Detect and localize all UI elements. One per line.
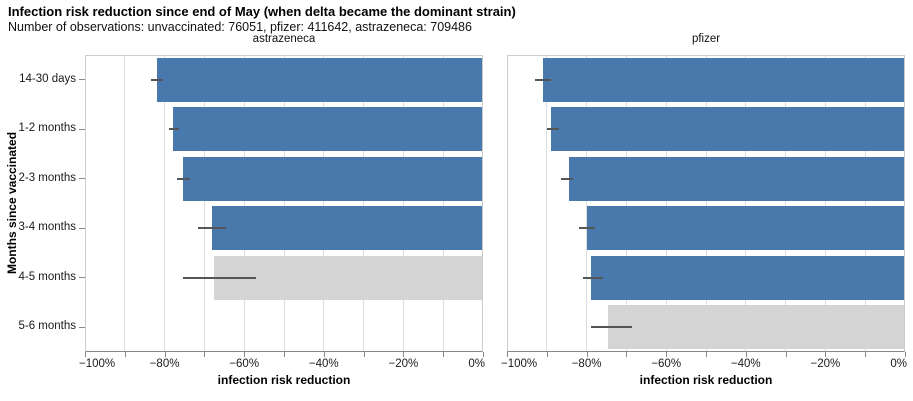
x-tick bbox=[706, 352, 707, 357]
y-tick bbox=[79, 227, 85, 229]
gridline bbox=[243, 56, 245, 351]
error-bar-astrazeneca-3-4 months bbox=[198, 227, 227, 230]
bar-pfizer-1-2 months bbox=[550, 107, 904, 152]
bar-pfizer-2-3 months bbox=[568, 156, 904, 201]
x-tick bbox=[785, 352, 787, 357]
x-tick bbox=[284, 352, 285, 357]
x-tick bbox=[626, 352, 628, 357]
gridline bbox=[745, 56, 747, 351]
x-tick bbox=[745, 352, 747, 357]
x-tick-label: −80% bbox=[571, 358, 602, 370]
bar-astrazeneca-3-4 months bbox=[212, 206, 482, 251]
error-bar-pfizer-5-6 months bbox=[590, 326, 633, 329]
y-tick bbox=[79, 178, 85, 180]
gridline bbox=[323, 56, 325, 351]
x-tick-label: −100% bbox=[501, 358, 538, 370]
y-tick-label: 3-4 months bbox=[18, 221, 76, 234]
error-bar-astrazeneca-4-5 months bbox=[182, 276, 257, 279]
gridline bbox=[283, 56, 285, 351]
facet-title: astrazeneca bbox=[252, 33, 316, 45]
error-bar-pfizer-4-5 months bbox=[582, 276, 603, 279]
x-axis-title: infection risk reduction bbox=[217, 373, 351, 387]
error-bar-pfizer-14-30 days bbox=[534, 78, 551, 81]
bar-astrazeneca-14-30 days bbox=[156, 57, 482, 102]
x-tick bbox=[666, 352, 668, 357]
facet-title: pfizer bbox=[691, 33, 721, 45]
x-tick bbox=[825, 352, 827, 357]
chart-title: Infection risk reduction since end of Ma… bbox=[8, 4, 516, 19]
bar-pfizer-3-4 months bbox=[586, 206, 904, 251]
y-tick bbox=[79, 128, 85, 130]
gridline bbox=[124, 56, 126, 351]
error-bar-astrazeneca-1-2 months bbox=[168, 128, 179, 131]
panel-pfizer bbox=[507, 55, 905, 352]
x-axis-title: infection risk reduction bbox=[639, 373, 773, 387]
x-tick bbox=[905, 352, 906, 357]
error-bar-astrazeneca-14-30 days bbox=[150, 78, 163, 81]
error-bar-pfizer-1-2 months bbox=[546, 128, 559, 131]
x-tick bbox=[124, 352, 126, 357]
gridline bbox=[442, 56, 444, 351]
gridline bbox=[546, 56, 548, 351]
error-bar-pfizer-3-4 months bbox=[578, 227, 595, 230]
x-tick bbox=[323, 352, 325, 357]
y-axis-title: Months since vaccinated bbox=[5, 131, 19, 275]
x-tick bbox=[164, 352, 166, 357]
x-tick-label: −80% bbox=[149, 358, 180, 370]
gridline bbox=[864, 56, 866, 351]
gridline bbox=[363, 56, 365, 351]
gridline bbox=[705, 56, 707, 351]
x-tick bbox=[586, 352, 588, 357]
bar-astrazeneca-4-5 months bbox=[214, 255, 482, 300]
bar-astrazeneca-1-2 months bbox=[172, 107, 482, 152]
error-bar-astrazeneca-2-3 months bbox=[176, 177, 191, 180]
x-tick bbox=[546, 352, 548, 357]
x-tick bbox=[507, 352, 508, 357]
x-tick-label: −20% bbox=[388, 358, 419, 370]
gridline bbox=[665, 56, 667, 351]
chart-subtitle: Number of observations: unvaccinated: 76… bbox=[8, 20, 472, 34]
y-tick-label: 2-3 months bbox=[18, 171, 76, 184]
x-tick bbox=[244, 352, 246, 357]
x-tick-label: 0% bbox=[468, 358, 485, 370]
gridline bbox=[164, 56, 166, 351]
x-tick bbox=[363, 352, 365, 357]
x-tick-label: 0% bbox=[890, 358, 907, 370]
x-tick-label: −40% bbox=[308, 358, 339, 370]
bar-astrazeneca-2-3 months bbox=[182, 156, 482, 201]
gridline bbox=[586, 56, 588, 351]
y-tick-label: 1-2 months bbox=[18, 122, 76, 135]
gridline bbox=[625, 56, 627, 351]
x-tick-label: −60% bbox=[651, 358, 682, 370]
gridline bbox=[402, 56, 404, 351]
y-tick-label: 5-6 months bbox=[18, 320, 76, 333]
gridline bbox=[785, 56, 787, 351]
x-tick bbox=[403, 352, 405, 357]
x-tick bbox=[865, 352, 867, 357]
y-tick bbox=[79, 277, 85, 279]
x-tick bbox=[483, 352, 484, 357]
x-tick-label: −40% bbox=[730, 358, 761, 370]
x-tick bbox=[204, 352, 206, 357]
bar-pfizer-14-30 days bbox=[542, 57, 904, 102]
y-tick-label: 4-5 months bbox=[18, 270, 76, 283]
x-tick bbox=[443, 352, 445, 357]
gridline bbox=[203, 56, 205, 351]
x-tick-label: −60% bbox=[229, 358, 260, 370]
gridline bbox=[824, 56, 826, 351]
x-tick-label: −100% bbox=[79, 358, 116, 370]
x-tick-label: −20% bbox=[810, 358, 841, 370]
x-tick bbox=[85, 352, 86, 357]
error-bar-pfizer-2-3 months bbox=[560, 177, 573, 180]
panel-astrazeneca bbox=[85, 55, 483, 352]
bar-pfizer-4-5 months bbox=[590, 255, 904, 300]
y-tick-label: 14-30 days bbox=[19, 72, 76, 85]
y-tick bbox=[79, 79, 85, 81]
bar-pfizer-5-6 months bbox=[608, 305, 904, 350]
y-tick bbox=[79, 326, 85, 328]
